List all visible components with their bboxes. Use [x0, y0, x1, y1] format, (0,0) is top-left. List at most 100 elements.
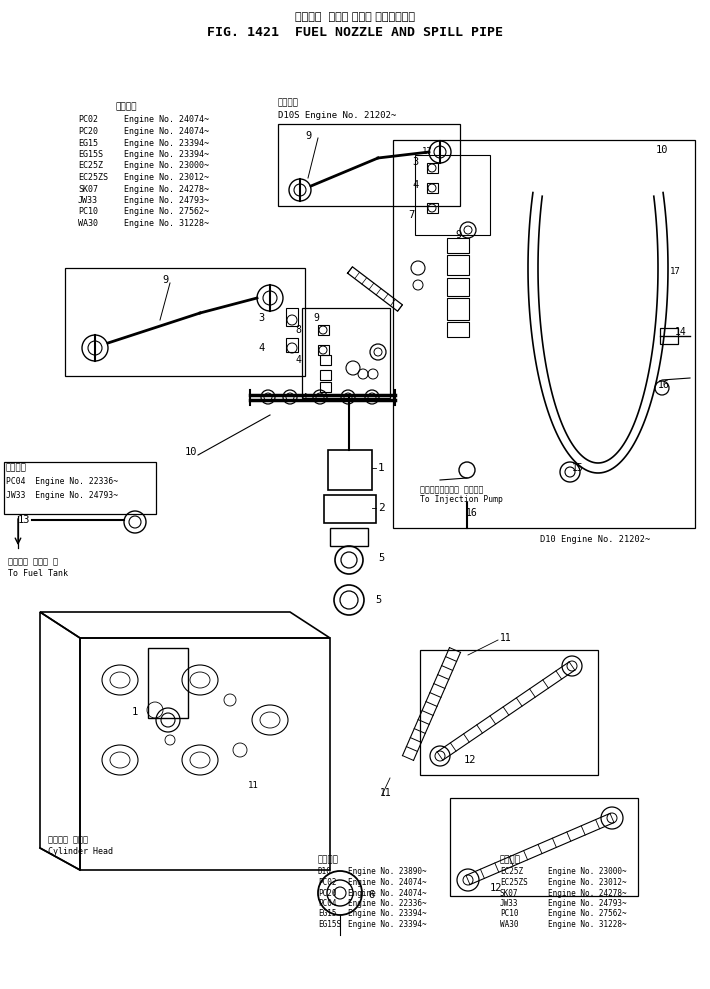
Text: D10 Engine No. 21202~: D10 Engine No. 21202~: [540, 535, 650, 545]
Text: 16: 16: [658, 380, 670, 390]
Text: PC04: PC04: [318, 899, 337, 908]
Text: EG15: EG15: [78, 138, 98, 147]
Text: 2: 2: [378, 503, 385, 513]
Bar: [286, 308, 298, 326]
Text: FIG. 1421  FUEL NOZZLE AND SPILL PIPE: FIG. 1421 FUEL NOZZLE AND SPILL PIPE: [207, 27, 503, 40]
Text: PC02: PC02: [318, 878, 337, 887]
Bar: [318, 325, 329, 335]
Text: D10: D10: [318, 867, 332, 876]
Text: Engine No. 31228~: Engine No. 31228~: [124, 219, 209, 228]
Text: 15: 15: [572, 463, 584, 473]
Text: Engine No. 22336~: Engine No. 22336~: [348, 899, 427, 908]
Text: WA30: WA30: [78, 219, 98, 228]
Text: 適用号等: 適用号等: [6, 464, 27, 473]
Text: 7: 7: [408, 210, 414, 220]
Text: インジェクション ポンプへ: インジェクション ポンプへ: [420, 486, 484, 494]
Text: SK07: SK07: [78, 185, 98, 194]
Bar: [420, 650, 598, 775]
Text: EC25ZS: EC25ZS: [500, 878, 528, 887]
Text: Engine No. 23000~: Engine No. 23000~: [124, 161, 209, 170]
Text: EC25Z: EC25Z: [500, 867, 523, 876]
Text: PC02: PC02: [78, 116, 98, 125]
Text: 9: 9: [313, 313, 319, 323]
Text: 4: 4: [258, 343, 264, 353]
Text: Engine No. 23394~: Engine No. 23394~: [348, 920, 427, 929]
Text: 適用号等: 適用号等: [115, 103, 136, 112]
Bar: [4, 462, 156, 514]
Bar: [324, 495, 376, 523]
Text: EG15S: EG15S: [78, 150, 103, 159]
Text: Cylinder Head: Cylinder Head: [48, 848, 113, 856]
Bar: [318, 345, 329, 355]
Text: EC25Z: EC25Z: [78, 161, 103, 170]
Bar: [415, 155, 490, 235]
Bar: [427, 163, 438, 173]
Text: PC04  Engine No. 22336~: PC04 Engine No. 22336~: [6, 478, 118, 487]
Text: 8: 8: [295, 325, 301, 335]
Text: 13: 13: [18, 515, 31, 525]
Bar: [660, 328, 678, 344]
Text: EG15: EG15: [318, 910, 337, 919]
Text: Engine No. 31228~: Engine No. 31228~: [548, 920, 627, 929]
Text: Engine No. 24793~: Engine No. 24793~: [548, 899, 627, 908]
Bar: [328, 450, 372, 490]
Text: Engine No. 24074~: Engine No. 24074~: [348, 888, 427, 897]
Bar: [447, 278, 469, 296]
Text: 9: 9: [162, 275, 168, 285]
Bar: [447, 298, 469, 320]
Text: 適用号等: 適用号等: [500, 855, 521, 864]
Text: 10: 10: [656, 145, 669, 155]
Text: 14: 14: [675, 327, 687, 337]
Bar: [427, 183, 438, 193]
Text: Engine No. 24278~: Engine No. 24278~: [548, 888, 627, 897]
Text: シリンダ ヘット: シリンダ ヘット: [48, 836, 88, 845]
Text: SK07: SK07: [500, 888, 518, 897]
Text: Engine No. 27562~: Engine No. 27562~: [124, 208, 209, 217]
Bar: [393, 140, 695, 528]
Text: Engine No. 23012~: Engine No. 23012~: [548, 878, 627, 887]
Text: 4: 4: [412, 180, 418, 190]
Text: To Fuel Tank: To Fuel Tank: [8, 570, 68, 579]
Text: EC25ZS: EC25ZS: [78, 173, 108, 182]
Text: Engine No. 23394~: Engine No. 23394~: [124, 138, 209, 147]
Text: 4: 4: [295, 355, 301, 365]
Bar: [330, 528, 368, 546]
Bar: [447, 322, 469, 337]
Text: 適用号等: 適用号等: [278, 99, 299, 108]
Text: PC10: PC10: [500, 910, 518, 919]
Text: PC20: PC20: [78, 127, 98, 136]
Text: フェエル タンク へ: フェエル タンク へ: [8, 558, 58, 567]
Text: 4: 4: [302, 393, 308, 403]
Text: Engine No. 23394~: Engine No. 23394~: [124, 150, 209, 159]
Text: EG15S: EG15S: [318, 920, 341, 929]
Bar: [427, 203, 438, 213]
Text: D10S Engine No. 21202~: D10S Engine No. 21202~: [278, 111, 396, 120]
Text: 10: 10: [185, 447, 197, 457]
Bar: [320, 355, 331, 365]
Text: Engine No. 24793~: Engine No. 24793~: [124, 196, 209, 205]
Text: JW33: JW33: [78, 196, 98, 205]
Bar: [302, 308, 390, 398]
Text: 11: 11: [380, 788, 392, 798]
Text: 3: 3: [412, 157, 418, 167]
Text: Engine No. 24278~: Engine No. 24278~: [124, 185, 209, 194]
Text: 3: 3: [258, 313, 264, 323]
Text: Engine No. 27562~: Engine No. 27562~: [548, 910, 627, 919]
Text: PC10: PC10: [78, 208, 98, 217]
Bar: [320, 382, 331, 392]
Bar: [447, 255, 469, 275]
Bar: [148, 648, 188, 718]
Text: To Injection Pump: To Injection Pump: [420, 495, 503, 504]
Bar: [450, 798, 638, 896]
Text: 6: 6: [368, 890, 374, 900]
Text: 適用号等: 適用号等: [318, 855, 339, 864]
Bar: [447, 238, 469, 253]
Text: WA30: WA30: [500, 920, 518, 929]
Text: 5: 5: [375, 595, 381, 605]
Text: Engine No. 24074~: Engine No. 24074~: [124, 116, 209, 125]
Text: 9: 9: [305, 131, 311, 141]
Text: JW33  Engine No. 24793~: JW33 Engine No. 24793~: [6, 491, 118, 499]
Text: 5: 5: [378, 553, 384, 563]
Text: 9: 9: [455, 230, 462, 240]
Text: 16: 16: [466, 508, 478, 518]
